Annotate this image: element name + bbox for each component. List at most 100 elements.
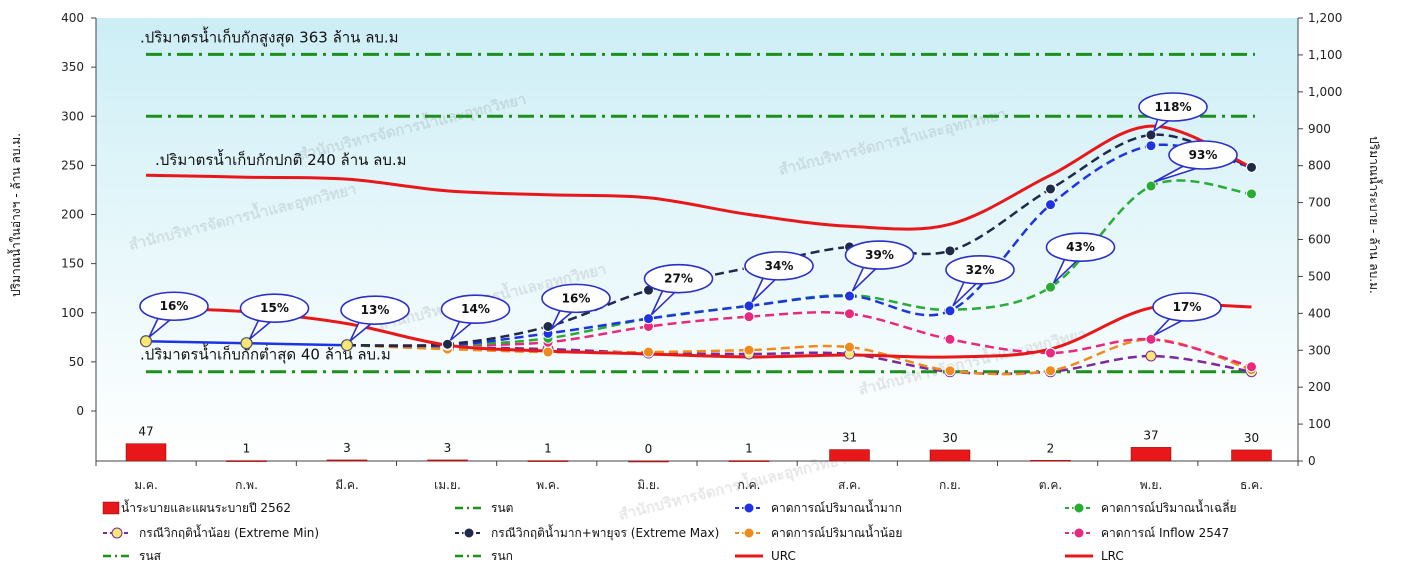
series-marker-extreme_max — [944, 245, 956, 257]
series-marker-forecast_high — [944, 305, 956, 317]
release-bar — [125, 443, 167, 462]
x-tick-label: ก.พ. — [235, 478, 258, 492]
callouts: 16% 15% 13% 14% 16% 27% 34% 39% 32% 43% 118% 93% 17% — [139, 92, 1238, 342]
x-tick-label: พ.ย. — [1140, 478, 1163, 492]
y-left-tick-label: 200 — [61, 208, 84, 222]
legend-swatch-dot — [743, 527, 755, 539]
x-tick-label: ม.ค. — [134, 478, 158, 492]
release-bar — [226, 460, 267, 462]
callout-bubble — [1152, 292, 1222, 322]
legend-item: URC — [735, 549, 796, 563]
legend-item: น้ำระบายและแผนระบายปี 2562 — [102, 499, 291, 515]
callout-joint — [160, 314, 174, 319]
reference-line-label-min: .ปริมาตรน้ำเก็บกักต่ำสุด 40 ล้าน ลบ.ม — [140, 344, 391, 365]
legend-swatch-dot — [1073, 527, 1085, 539]
callout-joint — [1189, 163, 1203, 168]
series-marker-forecast_low — [944, 365, 956, 377]
callout-joint — [462, 317, 475, 322]
callout-bubble — [1045, 232, 1116, 263]
callout: 34% — [744, 251, 814, 303]
legend-swatch-bar — [102, 501, 120, 515]
series-marker-forecast_avg — [1045, 281, 1056, 293]
y-right-tick-label: 400 — [1308, 306, 1331, 320]
series-marker-inflow_2547 — [944, 333, 956, 345]
release-bar — [1231, 449, 1272, 462]
y-left-tick-label: 50 — [69, 355, 84, 369]
series-marker-inflow_2547 — [1045, 347, 1056, 359]
y-left-tick-label: 350 — [61, 60, 84, 74]
legend-label: LRC — [1101, 549, 1124, 563]
release-bar-label: 1 — [243, 442, 251, 456]
release-bar-label: 30 — [942, 431, 957, 445]
callout: 27% — [643, 263, 714, 316]
legend-item: กรณีวิกฤติน้ำน้อย (Extreme Min) — [103, 524, 319, 540]
callout: 43% — [1045, 232, 1116, 284]
legend-swatch-dot — [743, 502, 755, 514]
plot-background — [96, 18, 1298, 461]
x-tick-label: ธ.ค. — [1240, 478, 1263, 492]
x-tick-label: ส.ค. — [838, 478, 861, 492]
series-marker-forecast_low — [1045, 365, 1056, 377]
callout-bubble — [541, 283, 611, 314]
series-markers — [139, 129, 1257, 378]
callout: 17% — [1152, 292, 1222, 336]
legend-label: รนต — [491, 501, 513, 515]
legend-item: คาดการณ์ Inflow 2547 — [1065, 526, 1229, 540]
release-bar-label: 3 — [343, 441, 351, 455]
callout-bubble — [340, 295, 410, 325]
callout-label: 13% — [361, 303, 390, 317]
normal-storage-label: .ปริมาตรน้ำเก็บกักปกติ 240 ล้าน ลบ.ม — [155, 149, 407, 169]
reference-lines: .ปริมาตรน้ำเก็บกักสูงสุด 363 ล้าน ลบ.ม .ป… — [140, 26, 1255, 374]
callout-label: 43% — [1066, 240, 1095, 254]
series-line-inflow_2547 — [346, 311, 1252, 369]
y-right-tick-label: 0 — [1308, 454, 1316, 468]
y-left-tick-label: 400 — [61, 11, 84, 25]
series-marker-extreme_max — [442, 338, 453, 350]
y-right-tick-label: 1,100 — [1308, 48, 1342, 62]
callout: 93% — [1153, 140, 1238, 183]
release-bar — [1130, 447, 1172, 462]
axes: 0501001502002503003504000100200300400500… — [7, 11, 1383, 492]
callout: 16% — [541, 283, 611, 330]
callout: 16% — [139, 291, 209, 338]
legend-item: คาดการณ์ปริมาณน้ำมาก — [735, 499, 902, 515]
y-right-tick-label: 300 — [1308, 343, 1331, 357]
start-marker — [340, 339, 354, 352]
y-right-tick-label: 700 — [1308, 196, 1331, 210]
legend-item: คาดการณ์ปริมาณน้ำน้อย — [735, 524, 902, 540]
y-axis-left-label: ปริมาณน้ำในอ่างฯ - ล้าน ลบ.ม. — [7, 133, 23, 297]
callout-joint — [665, 287, 678, 292]
x-tick-label: ต.ค. — [1039, 478, 1062, 492]
release-bar-label: 37 — [1143, 428, 1158, 442]
release-bar — [427, 459, 468, 462]
legend-item: รนก — [455, 549, 513, 563]
legend-label: รนส — [139, 549, 162, 563]
y-right-tick-label: 1,000 — [1308, 85, 1342, 99]
callout: 39% — [844, 240, 915, 292]
y-left-tick-label: 0 — [76, 404, 84, 418]
callout-bubble — [1168, 140, 1238, 170]
series-marker-forecast_avg — [1145, 180, 1157, 192]
release-bar — [628, 460, 669, 463]
legend-swatch-dot — [111, 527, 123, 539]
callout-label: 16% — [160, 299, 189, 313]
series-marker-extreme_max — [1246, 161, 1257, 173]
callout-label: 39% — [865, 248, 894, 262]
release-bar — [1030, 460, 1071, 462]
legend-label: URC — [771, 549, 796, 563]
legend-label: กรณีวิกฤติน้ำน้อย (Extreme Min) — [139, 524, 319, 540]
legend-label: น้ำระบายและแผนระบายปี 2562 — [121, 499, 291, 515]
legend-item: รนส — [103, 549, 162, 563]
callout: 15% — [239, 293, 310, 340]
y-left-tick-label: 150 — [61, 257, 84, 271]
callout-label: 27% — [664, 272, 693, 286]
callout-joint — [562, 306, 576, 311]
callout-label: 118% — [1154, 100, 1191, 114]
series-marker-forecast_high — [1145, 140, 1157, 152]
legend-label: คาดการณ์ปริมาณน้ำน้อย — [771, 524, 902, 540]
legend-swatch-dot — [463, 527, 475, 539]
y-right-tick-label: 900 — [1308, 122, 1331, 136]
release-bar-label: 2 — [1047, 441, 1055, 455]
x-tick-label: พ.ค. — [536, 478, 560, 492]
callout: 32% — [945, 255, 1015, 307]
